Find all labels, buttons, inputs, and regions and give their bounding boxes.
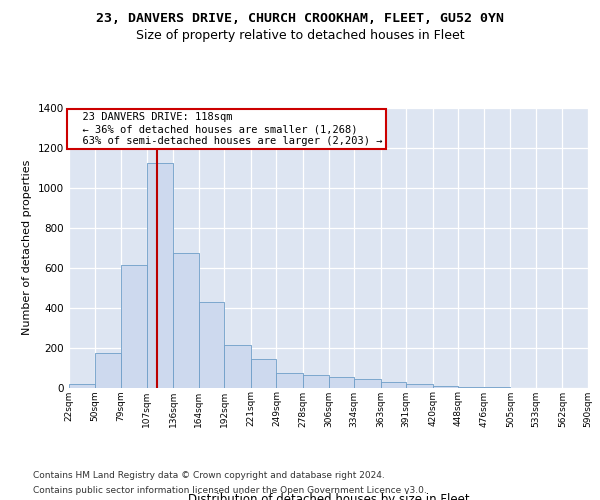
Bar (433, 386, 458, 388)
Bar (146, 162, 173, 388)
Bar (458, 386, 484, 388)
Bar (406, 384, 433, 388)
Text: Size of property relative to detached houses in Fleet: Size of property relative to detached ho… (136, 29, 464, 42)
Text: Contains public sector information licensed under the Open Government Licence v3: Contains public sector information licen… (33, 486, 427, 495)
Bar (380, 382, 406, 388)
Bar (251, 358, 277, 388)
X-axis label: Distribution of detached houses by size in Fleet: Distribution of detached houses by size … (188, 494, 469, 500)
Text: 23, DANVERS DRIVE, CHURCH CROOKHAM, FLEET, GU52 0YN: 23, DANVERS DRIVE, CHURCH CROOKHAM, FLEE… (96, 12, 504, 25)
Bar (329, 376, 354, 388)
Bar (95, 352, 121, 388)
Bar (484, 387, 511, 388)
Bar (69, 384, 95, 388)
Text: 23 DANVERS DRIVE: 118sqm
  ← 36% of detached houses are smaller (1,268)
  63% of: 23 DANVERS DRIVE: 118sqm ← 36% of detach… (70, 112, 382, 146)
Bar (303, 374, 329, 388)
Bar (224, 344, 251, 388)
Bar (277, 372, 303, 388)
Y-axis label: Number of detached properties: Number of detached properties (22, 160, 32, 335)
Bar (173, 252, 199, 388)
Text: Contains HM Land Registry data © Crown copyright and database right 2024.: Contains HM Land Registry data © Crown c… (33, 471, 385, 480)
Bar (354, 378, 380, 388)
Bar (199, 302, 224, 388)
Bar (121, 264, 146, 388)
